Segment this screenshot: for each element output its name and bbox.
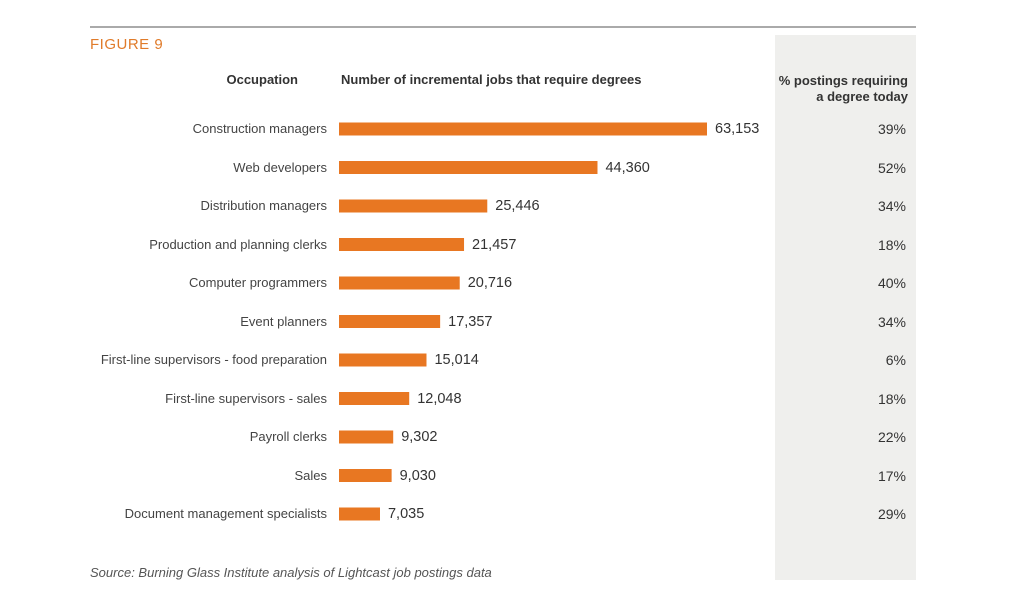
category-label: Event planners [240,313,327,329]
category-label: Sales [294,467,327,483]
bar [339,122,707,136]
side-column-value: 52% [877,159,906,176]
value-label: 44,360 [605,159,650,176]
value-label: 9,302 [401,429,438,445]
bar [339,392,410,405]
bar [339,238,465,251]
side-column-value: 18% [877,390,906,407]
value-label: 12,048 [417,390,462,407]
value-label: 7,035 [387,506,425,522]
value-label: 25,446 [495,198,540,214]
source-note: Source: Burning Glass Institute analysis… [90,565,492,580]
category-label: First-line supervisors - food preparatio… [100,352,327,367]
value-label: 21,457 [472,236,517,253]
value-label: 63,153 [715,121,760,137]
bar [339,507,380,521]
side-column-value: 40% [877,275,906,291]
value-label: 9,030 [399,467,436,484]
side-column-header: % postings requiring a degree today [778,73,908,104]
category-label: Document management specialists [124,506,327,521]
side-column-value: 29% [877,506,906,522]
value-label: 17,357 [448,313,493,330]
bar [339,469,392,482]
category-label: Web developers [233,159,327,175]
category-header: Occupation [226,72,298,87]
bar [339,161,598,174]
side-column-value: 18% [877,236,906,253]
bar [339,199,488,213]
side-column-value: 39% [877,121,906,137]
side-column-value: 6% [885,352,906,368]
side-panel [775,35,916,580]
side-column-value: 17% [877,467,906,484]
category-label: Production and planning clerks [149,236,327,252]
category-label: First-line supervisors - sales [165,390,327,406]
value-label: 20,716 [467,275,513,291]
category-label: Construction managers [192,121,327,136]
bar [339,315,441,328]
figure-label: FIGURE 9 [90,36,164,53]
category-label: Distribution managers [200,198,327,213]
side-column-value: 34% [877,198,906,214]
value-header: Number of incremental jobs that require … [341,72,642,87]
bar [339,276,460,290]
value-label: 15,014 [434,352,479,368]
side-column-value: 34% [877,313,906,330]
side-column-value: 22% [877,429,906,445]
category-label: Computer programmers [189,275,327,290]
bar [339,430,394,444]
bar [339,353,427,367]
category-label: Payroll clerks [249,429,327,444]
